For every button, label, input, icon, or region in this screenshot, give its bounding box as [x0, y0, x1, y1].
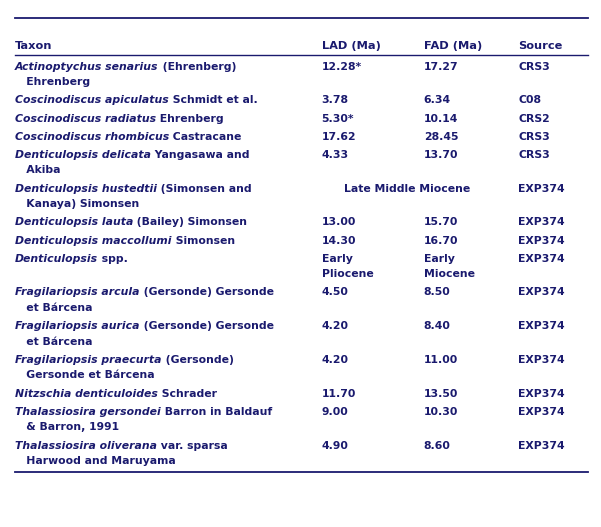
Text: Nitzschia denticuloides: Nitzschia denticuloides	[15, 389, 158, 398]
Text: 10.30: 10.30	[424, 407, 458, 417]
Text: Denticulopsis hustedtii: Denticulopsis hustedtii	[15, 184, 157, 193]
Text: Schmidt et al.: Schmidt et al.	[169, 95, 257, 105]
Text: Denticulopsis lauta: Denticulopsis lauta	[15, 218, 133, 227]
Text: 13.50: 13.50	[424, 389, 458, 398]
Text: 13.00: 13.00	[322, 218, 356, 227]
Text: et Bárcena: et Bárcena	[15, 337, 93, 347]
Text: EXP374: EXP374	[518, 236, 565, 246]
Text: 9.00: 9.00	[322, 407, 349, 417]
Text: (Simonsen and: (Simonsen and	[157, 184, 252, 193]
Text: EXP374: EXP374	[518, 254, 565, 264]
Text: Miocene: Miocene	[424, 269, 475, 279]
Text: Ehrenberg: Ehrenberg	[15, 77, 90, 87]
Text: 8.50: 8.50	[424, 288, 451, 297]
Text: 12.28*: 12.28*	[322, 62, 362, 72]
Text: Early: Early	[322, 254, 352, 264]
Text: Denticulopsis delicata: Denticulopsis delicata	[15, 150, 151, 160]
Text: Pliocene: Pliocene	[322, 269, 373, 279]
Text: EXP374: EXP374	[518, 288, 565, 297]
Text: Late Middle Miocene: Late Middle Miocene	[344, 184, 471, 193]
Text: Akiba: Akiba	[15, 165, 61, 175]
Text: 11.70: 11.70	[322, 389, 356, 398]
Text: Actinoptychus senarius: Actinoptychus senarius	[15, 62, 159, 72]
Text: 5.30*: 5.30*	[322, 114, 354, 123]
Text: Barron in Baldauf: Barron in Baldauf	[161, 407, 272, 417]
Text: Early: Early	[424, 254, 454, 264]
Text: 28.45: 28.45	[424, 132, 458, 142]
Text: Kanaya) Simonsen: Kanaya) Simonsen	[15, 199, 139, 209]
Text: et Bárcena: et Bárcena	[15, 303, 93, 313]
Text: var. sparsa: var. sparsa	[157, 441, 228, 451]
Text: 4.50: 4.50	[322, 288, 349, 297]
Text: spp.: spp.	[98, 254, 128, 264]
Text: 17.27: 17.27	[424, 62, 459, 72]
Text: 3.78: 3.78	[322, 95, 349, 105]
Text: 10.14: 10.14	[424, 114, 458, 123]
Text: Denticulopsis maccollumi: Denticulopsis maccollumi	[15, 236, 171, 246]
Text: & Barron, 1991: & Barron, 1991	[15, 423, 119, 432]
Text: EXP374: EXP374	[518, 218, 565, 227]
Text: EXP374: EXP374	[518, 407, 565, 417]
Text: Harwood and Maruyama: Harwood and Maruyama	[15, 456, 175, 466]
Text: 4.20: 4.20	[322, 321, 349, 331]
Text: (Gersonde) Gersonde: (Gersonde) Gersonde	[139, 288, 273, 297]
Text: 15.70: 15.70	[424, 218, 458, 227]
Text: CRS3: CRS3	[518, 150, 550, 160]
Text: EXP374: EXP374	[518, 441, 565, 451]
Text: (Gersonde): (Gersonde)	[162, 355, 233, 365]
Text: Coscinodiscus rhombicus: Coscinodiscus rhombicus	[15, 132, 169, 142]
Text: 16.70: 16.70	[424, 236, 458, 246]
Text: Thalassiosira gersondei: Thalassiosira gersondei	[15, 407, 161, 417]
Text: 4.90: 4.90	[322, 441, 349, 451]
Text: EXP374: EXP374	[518, 184, 565, 193]
Text: LAD (Ma): LAD (Ma)	[322, 41, 380, 51]
Text: Denticulopsis: Denticulopsis	[15, 254, 98, 264]
Text: Yangasawa and: Yangasawa and	[151, 150, 249, 160]
Text: Fragilariopsis arcula: Fragilariopsis arcula	[15, 288, 139, 297]
Text: 8.60: 8.60	[424, 441, 451, 451]
Text: 11.00: 11.00	[424, 355, 458, 365]
Text: 13.70: 13.70	[424, 150, 458, 160]
Text: EXP374: EXP374	[518, 389, 565, 398]
Text: Source: Source	[518, 41, 563, 51]
Text: Coscinodiscus radiatus: Coscinodiscus radiatus	[15, 114, 156, 123]
Text: (Ehrenberg): (Ehrenberg)	[159, 62, 236, 72]
Text: FAD (Ma): FAD (Ma)	[424, 41, 482, 51]
Text: EXP374: EXP374	[518, 321, 565, 331]
Text: C08: C08	[518, 95, 541, 105]
Text: EXP374: EXP374	[518, 355, 565, 365]
Text: 6.34: 6.34	[424, 95, 451, 105]
Text: CRS2: CRS2	[518, 114, 550, 123]
Text: Coscinodiscus apiculatus: Coscinodiscus apiculatus	[15, 95, 169, 105]
Text: Fragilariopsis praecurta: Fragilariopsis praecurta	[15, 355, 162, 365]
Text: 14.30: 14.30	[322, 236, 356, 246]
Text: CRS3: CRS3	[518, 62, 550, 72]
Text: CRS3: CRS3	[518, 132, 550, 142]
Text: Fragilariopsis aurica: Fragilariopsis aurica	[15, 321, 139, 331]
Text: (Bailey) Simonsen: (Bailey) Simonsen	[133, 218, 248, 227]
Text: 17.62: 17.62	[322, 132, 356, 142]
Text: 8.40: 8.40	[424, 321, 451, 331]
Text: Thalassiosira oliverana: Thalassiosira oliverana	[15, 441, 157, 451]
Text: 4.33: 4.33	[322, 150, 349, 160]
Text: Simonsen: Simonsen	[171, 236, 234, 246]
Text: Schrader: Schrader	[158, 389, 217, 398]
Text: Gersonde et Bárcena: Gersonde et Bárcena	[15, 370, 154, 380]
Text: Taxon: Taxon	[15, 41, 52, 51]
Text: Castracane: Castracane	[169, 132, 242, 142]
Text: (Gersonde) Gersonde: (Gersonde) Gersonde	[139, 321, 273, 331]
Text: 4.20: 4.20	[322, 355, 349, 365]
Text: Ehrenberg: Ehrenberg	[156, 114, 224, 123]
